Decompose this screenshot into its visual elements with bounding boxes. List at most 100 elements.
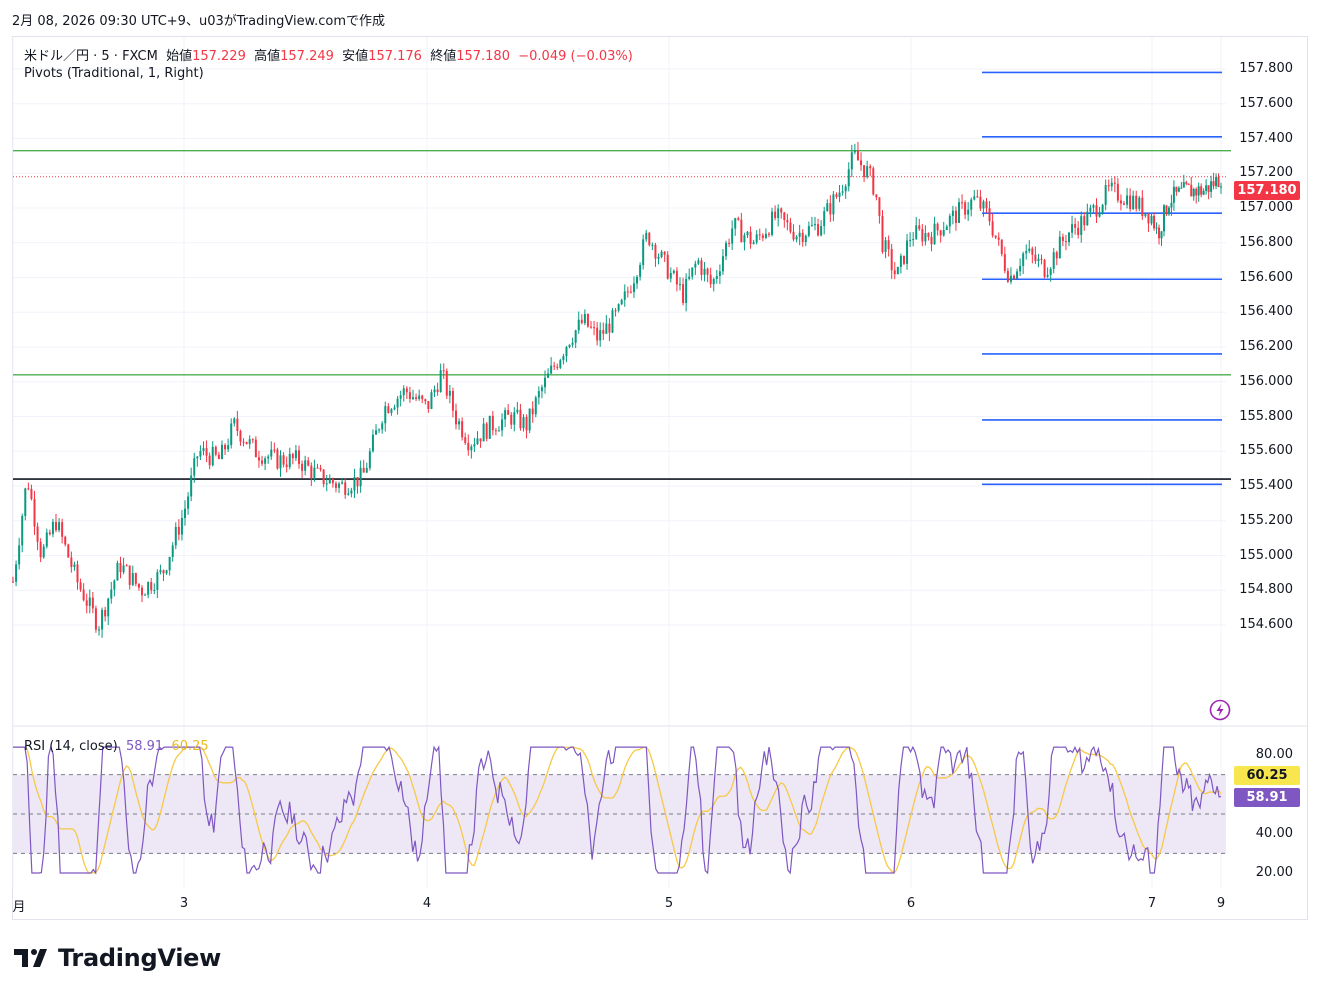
candle-body bbox=[703, 268, 706, 275]
candle-body bbox=[159, 570, 162, 573]
candle-body bbox=[21, 516, 24, 546]
candle-body bbox=[134, 573, 137, 584]
candle-body bbox=[896, 266, 899, 275]
candle-body bbox=[399, 395, 402, 399]
candle-body bbox=[626, 291, 629, 293]
candle-body bbox=[912, 239, 915, 241]
pivot-levels bbox=[982, 71, 1222, 486]
candle-body bbox=[918, 225, 921, 230]
candle-body bbox=[678, 284, 681, 286]
candle-body bbox=[1182, 182, 1185, 188]
candle-body bbox=[568, 344, 571, 347]
candle-body bbox=[1046, 274, 1049, 277]
candle-body bbox=[125, 565, 128, 567]
candle-body bbox=[583, 313, 586, 324]
candle-body bbox=[976, 196, 979, 198]
candle-body bbox=[835, 194, 838, 197]
candle-body bbox=[608, 323, 611, 333]
candle-body bbox=[798, 232, 801, 237]
candle-body bbox=[875, 194, 878, 198]
candle-body bbox=[291, 453, 294, 459]
candle-body bbox=[553, 365, 556, 367]
candle-body bbox=[967, 209, 970, 215]
candle-body bbox=[1170, 202, 1173, 208]
candle-body bbox=[73, 564, 76, 567]
candle-body bbox=[267, 456, 270, 459]
candle-body bbox=[476, 438, 479, 445]
candle-body bbox=[144, 594, 147, 596]
candle-body bbox=[488, 415, 491, 439]
candle-body bbox=[455, 410, 458, 425]
candle-body bbox=[1177, 187, 1180, 192]
candle-body bbox=[697, 260, 700, 264]
candle-body bbox=[350, 490, 353, 494]
candle-body bbox=[485, 423, 488, 439]
candle-body bbox=[1197, 186, 1200, 196]
candle-body bbox=[1009, 275, 1012, 282]
candle-body bbox=[1147, 213, 1150, 224]
candle-body bbox=[988, 208, 991, 222]
candle-body bbox=[171, 545, 174, 557]
candle-body bbox=[1138, 197, 1141, 209]
candle-body bbox=[893, 270, 896, 275]
candle-body bbox=[823, 211, 826, 227]
chart-caption: 2月 08, 2026 09:30 UTC+9、u03がTradingView.… bbox=[12, 14, 385, 29]
candle-body bbox=[378, 429, 381, 431]
candle-body bbox=[543, 377, 546, 388]
candle-body bbox=[254, 439, 257, 458]
candle-body bbox=[550, 365, 553, 374]
candle-body bbox=[396, 398, 399, 408]
candle-body bbox=[700, 260, 703, 275]
candle-body bbox=[829, 203, 832, 215]
candle-body bbox=[1049, 268, 1052, 275]
candle-body bbox=[767, 233, 770, 235]
candle-body bbox=[211, 446, 214, 466]
candle-body bbox=[902, 255, 905, 264]
candle-body bbox=[408, 392, 411, 400]
candle-body bbox=[507, 410, 510, 415]
price-tick-label: 154.800 bbox=[1239, 582, 1293, 598]
pivots-legend[interactable]: Pivots (Traditional, 1, Right) bbox=[24, 66, 204, 81]
candle-body bbox=[1052, 252, 1055, 269]
candle-body bbox=[436, 389, 439, 393]
candle-body bbox=[590, 326, 593, 328]
candle-body bbox=[1016, 271, 1019, 279]
candle-body bbox=[1003, 254, 1006, 271]
candle-body bbox=[239, 430, 242, 442]
candle-body bbox=[636, 276, 639, 284]
candle-body bbox=[771, 211, 774, 235]
candle-body bbox=[1028, 248, 1031, 252]
candle-body bbox=[168, 556, 171, 571]
time-tick-label: 4 bbox=[422, 896, 432, 911]
candle-body bbox=[236, 418, 239, 431]
candle-body bbox=[783, 212, 786, 221]
candle-body bbox=[930, 236, 933, 245]
candle-body bbox=[448, 390, 451, 396]
candle-body bbox=[310, 465, 313, 478]
candle-body bbox=[430, 392, 433, 409]
price-tick-label: 156.000 bbox=[1239, 373, 1293, 389]
candle-body bbox=[540, 387, 543, 392]
candle-body bbox=[1116, 183, 1119, 201]
candle-body bbox=[1153, 215, 1156, 229]
candle-body bbox=[847, 169, 850, 187]
candle-body bbox=[534, 397, 537, 415]
candle-body bbox=[1123, 203, 1126, 205]
candle-body bbox=[273, 449, 276, 451]
candle-body bbox=[547, 373, 550, 378]
candle-body bbox=[743, 235, 746, 243]
candle-body bbox=[248, 439, 251, 445]
time-tick-label: 9 bbox=[1216, 896, 1226, 911]
tradingview-logo[interactable]: TradingView bbox=[14, 944, 221, 972]
candle-body bbox=[473, 444, 476, 447]
candle-body bbox=[921, 229, 924, 242]
candle-body bbox=[746, 231, 749, 236]
rsi-legend[interactable]: RSI (14, close) 58.91 60.25 bbox=[24, 739, 209, 754]
candle-body bbox=[866, 166, 869, 177]
lightning-icon[interactable] bbox=[1209, 699, 1231, 721]
rsi-label: RSI (14, close) bbox=[24, 739, 118, 754]
candle-body bbox=[94, 608, 97, 630]
candle-body bbox=[494, 430, 497, 432]
candle-body bbox=[728, 242, 731, 244]
